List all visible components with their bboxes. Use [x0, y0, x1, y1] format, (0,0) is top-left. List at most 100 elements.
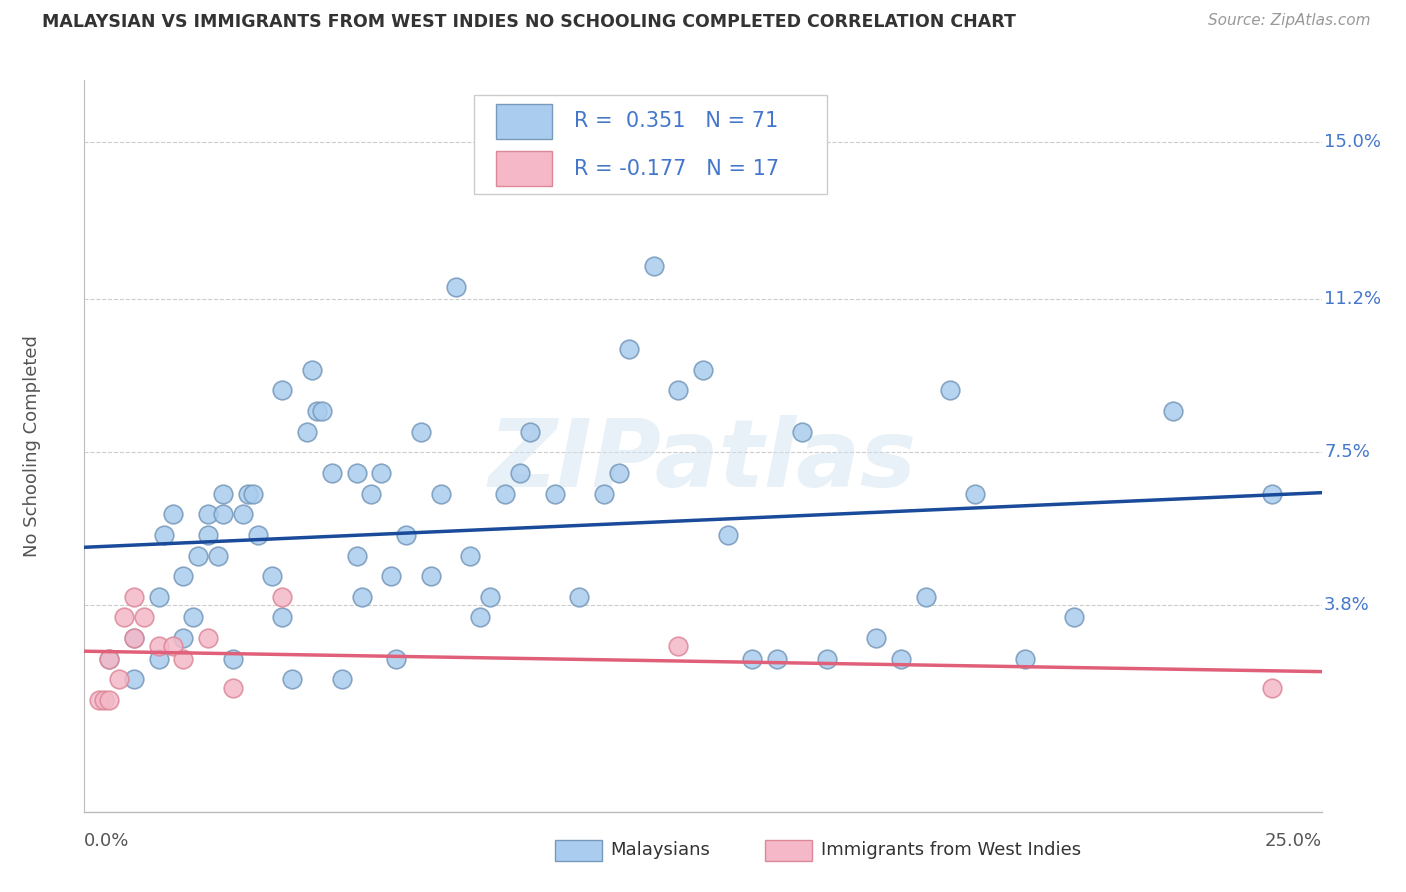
Point — [271, 610, 294, 624]
Point — [741, 652, 763, 666]
Point — [148, 652, 170, 666]
FancyBboxPatch shape — [554, 840, 602, 861]
Text: ZIPatlas: ZIPatlas — [489, 415, 917, 507]
Text: 15.0%: 15.0% — [1324, 133, 1381, 152]
Point — [197, 528, 219, 542]
Point — [112, 610, 135, 624]
Point — [509, 466, 531, 480]
Point — [122, 631, 145, 645]
Point — [666, 640, 689, 654]
Point — [360, 486, 382, 500]
Text: Source: ZipAtlas.com: Source: ZipAtlas.com — [1208, 13, 1371, 29]
Point — [89, 693, 111, 707]
Point — [543, 486, 565, 500]
Point — [172, 652, 194, 666]
Point — [181, 610, 204, 624]
Point — [568, 590, 591, 604]
Point — [122, 631, 145, 645]
FancyBboxPatch shape — [496, 152, 553, 186]
Point — [122, 590, 145, 604]
Point — [766, 652, 789, 666]
Point — [350, 590, 373, 604]
Point — [236, 486, 259, 500]
Point — [321, 466, 343, 480]
Point — [593, 486, 616, 500]
Point — [207, 549, 229, 563]
Point — [914, 590, 936, 604]
Point — [865, 631, 887, 645]
Text: 25.0%: 25.0% — [1264, 832, 1322, 850]
Point — [1063, 610, 1085, 624]
Point — [232, 507, 254, 521]
Text: R = -0.177   N = 17: R = -0.177 N = 17 — [574, 159, 779, 178]
Text: 11.2%: 11.2% — [1324, 290, 1381, 309]
Point — [262, 569, 284, 583]
Point — [479, 590, 502, 604]
Point — [643, 259, 665, 273]
Point — [242, 486, 264, 500]
Point — [148, 590, 170, 604]
Point — [93, 693, 115, 707]
Point — [148, 640, 170, 654]
Point — [346, 466, 368, 480]
Point — [692, 362, 714, 376]
Point — [717, 528, 740, 542]
Point — [108, 673, 131, 687]
Point — [1261, 486, 1284, 500]
Point — [444, 280, 467, 294]
Point — [385, 652, 408, 666]
Point — [301, 362, 323, 376]
Point — [98, 652, 121, 666]
FancyBboxPatch shape — [765, 840, 811, 861]
Point — [132, 610, 155, 624]
Point — [429, 486, 451, 500]
Point — [271, 590, 294, 604]
Point — [197, 631, 219, 645]
Point — [380, 569, 402, 583]
Text: 0.0%: 0.0% — [84, 832, 129, 850]
Point — [617, 342, 640, 356]
Point — [246, 528, 269, 542]
Point — [187, 549, 209, 563]
Text: R =  0.351   N = 71: R = 0.351 N = 71 — [574, 112, 779, 131]
Point — [172, 631, 194, 645]
Point — [295, 425, 318, 439]
Point — [1261, 681, 1284, 695]
Point — [666, 383, 689, 397]
Point — [395, 528, 418, 542]
Point — [1161, 404, 1184, 418]
Text: Malaysians: Malaysians — [610, 841, 710, 860]
Point — [152, 528, 174, 542]
Point — [271, 383, 294, 397]
Point — [370, 466, 392, 480]
Text: 7.5%: 7.5% — [1324, 443, 1369, 461]
Point — [98, 652, 121, 666]
Point — [222, 681, 245, 695]
Point — [460, 549, 482, 563]
Point — [311, 404, 333, 418]
Point — [122, 673, 145, 687]
FancyBboxPatch shape — [496, 103, 553, 139]
Point — [197, 507, 219, 521]
Point — [815, 652, 838, 666]
Text: No Schooling Completed: No Schooling Completed — [24, 335, 41, 557]
Point — [607, 466, 630, 480]
Point — [409, 425, 432, 439]
Point — [162, 507, 184, 521]
Text: Immigrants from West Indies: Immigrants from West Indies — [821, 841, 1081, 860]
Text: MALAYSIAN VS IMMIGRANTS FROM WEST INDIES NO SCHOOLING COMPLETED CORRELATION CHAR: MALAYSIAN VS IMMIGRANTS FROM WEST INDIES… — [42, 13, 1017, 31]
Point — [1014, 652, 1036, 666]
Point — [172, 569, 194, 583]
Point — [346, 549, 368, 563]
Point — [330, 673, 353, 687]
Point — [790, 425, 813, 439]
Point — [494, 486, 516, 500]
Point — [98, 693, 121, 707]
Point — [222, 652, 245, 666]
Point — [939, 383, 962, 397]
Point — [162, 640, 184, 654]
Point — [212, 507, 235, 521]
Point — [281, 673, 304, 687]
Point — [890, 652, 912, 666]
Point — [470, 610, 492, 624]
